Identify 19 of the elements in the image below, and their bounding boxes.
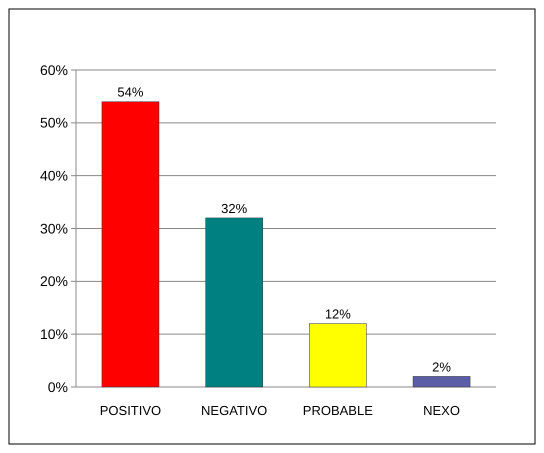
data-label: 12% [324,306,352,322]
x-tick-label: PROBABLE [302,403,374,418]
bar [102,101,160,388]
x-tick-label: NEGATIVO [201,403,268,418]
y-tick-label: 50% [40,114,68,131]
y-tick-label: 30% [40,220,68,236]
data-label: 32% [221,200,248,216]
y-tick-label: 60% [40,62,68,78]
y-tick-label: 10% [40,326,68,342]
x-tick-label: NEXO [423,403,460,418]
bar [205,218,263,388]
data-label: 2% [432,359,452,374]
y-tick-label: 20% [40,273,68,290]
bar [412,376,470,388]
y-tick-label: 40% [40,168,68,184]
bar [309,323,367,388]
y-tick-label: 0% [48,378,68,395]
x-tick-label: POSITIVO [100,403,162,418]
data-label: 54% [117,84,144,100]
